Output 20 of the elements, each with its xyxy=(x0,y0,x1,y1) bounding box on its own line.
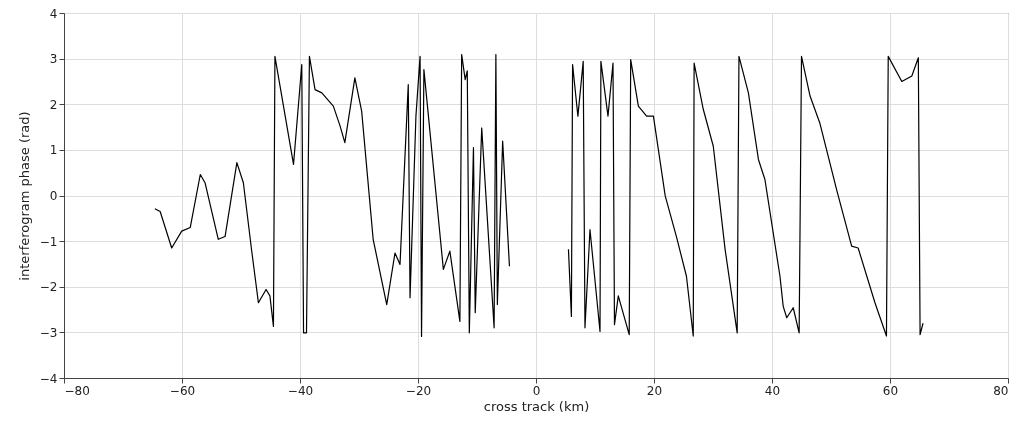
x-tick-label: 60 xyxy=(882,383,899,398)
y-tick-label: 3 xyxy=(49,52,58,67)
x-tick-label: 80 xyxy=(993,383,1009,398)
y-tick-label: 4 xyxy=(49,6,58,21)
y-axis-title: interferogram phase (rad) xyxy=(16,111,32,281)
x-tick-label: 40 xyxy=(764,383,781,398)
y-tick-label: −4 xyxy=(39,371,58,386)
x-tick-label: −60 xyxy=(169,383,196,398)
x-tick-label: 0 xyxy=(532,383,541,398)
x-tick-label: −80 xyxy=(64,383,90,398)
x-axis-title: cross track (km) xyxy=(483,398,590,414)
y-tick-label: −1 xyxy=(39,234,58,249)
y-tick-label: 1 xyxy=(49,143,58,158)
y-tick-label: −3 xyxy=(39,325,58,340)
x-tick-label: −20 xyxy=(405,383,432,398)
y-tick-label: −2 xyxy=(39,280,58,295)
y-tick-label: 2 xyxy=(49,97,58,112)
y-tick-label: 0 xyxy=(49,189,58,203)
x-tick-label: −40 xyxy=(287,383,314,398)
x-tick-label: 20 xyxy=(646,383,663,398)
